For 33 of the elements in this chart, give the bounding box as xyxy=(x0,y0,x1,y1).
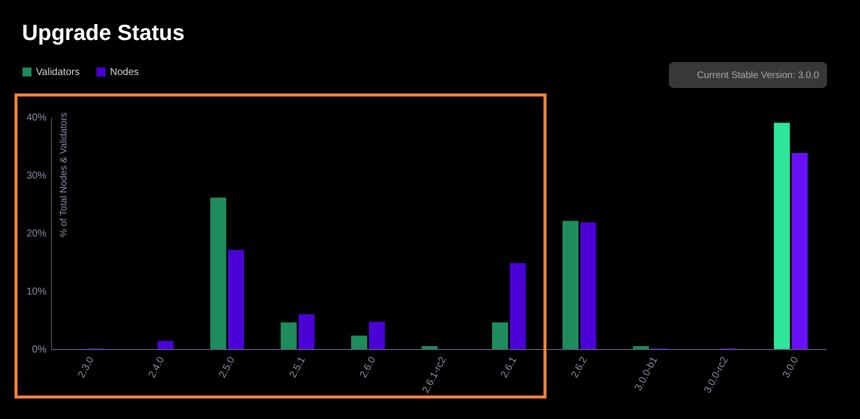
bar xyxy=(510,263,526,349)
bar xyxy=(210,198,226,349)
bar xyxy=(422,346,438,349)
bar xyxy=(368,322,385,349)
x-tick-label: 2.5.1 xyxy=(288,354,308,380)
legend-label: Nodes xyxy=(110,67,139,78)
y-axis-title: % of Total Nodes & Validators xyxy=(58,112,70,238)
bar xyxy=(562,220,579,349)
y-tick-label: 40% xyxy=(26,112,47,124)
x-tick-label: 2.6.0 xyxy=(358,354,379,380)
y-tick-label: 10% xyxy=(26,286,47,298)
x-tick-label: 2.4.0 xyxy=(146,354,168,380)
x-tick-label: 2.5.0 xyxy=(217,354,238,380)
x-tick-label: 2.6.2 xyxy=(570,354,590,380)
bar xyxy=(580,222,596,349)
bar xyxy=(298,314,314,349)
y-tick-label: 20% xyxy=(26,228,47,240)
chart-title: Upgrade Status xyxy=(22,20,185,45)
bar xyxy=(158,340,174,349)
text: Current Stable Version: 3.0.0 xyxy=(697,70,819,81)
bar xyxy=(492,322,508,349)
bar xyxy=(228,250,244,349)
bar xyxy=(632,346,649,349)
x-tick-label: 2.3.0 xyxy=(76,354,97,380)
y-tick-label: 30% xyxy=(26,170,47,182)
bar xyxy=(280,322,297,349)
bar xyxy=(792,152,808,349)
legend-label: Validators xyxy=(36,67,80,78)
x-tick-label: 2.6.1 xyxy=(499,354,520,380)
x-tick-label: 3.0.0 xyxy=(780,354,802,380)
bar xyxy=(774,122,790,349)
y-tick-label: 0% xyxy=(32,344,47,356)
bar xyxy=(351,336,368,349)
